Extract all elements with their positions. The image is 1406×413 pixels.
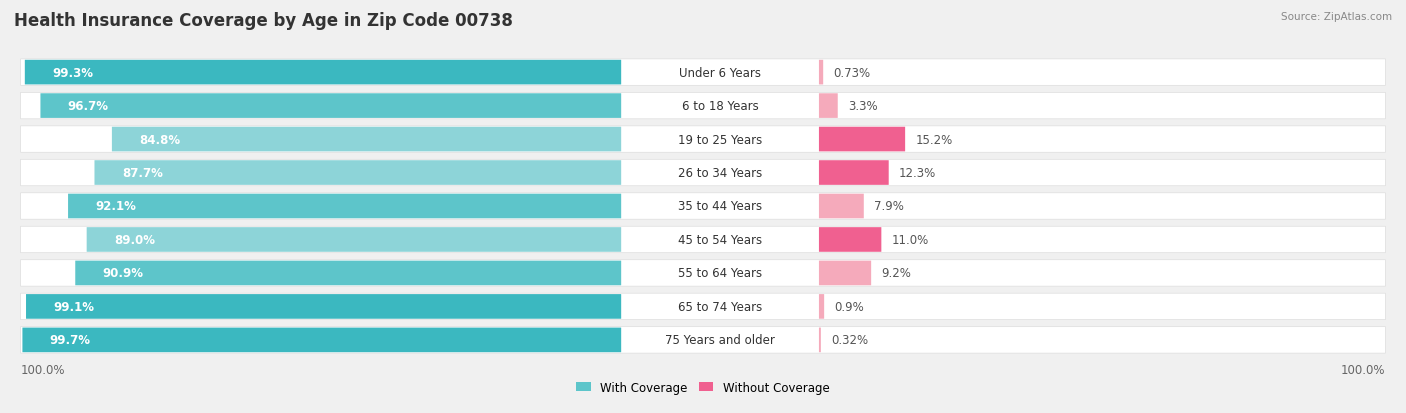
FancyBboxPatch shape — [21, 193, 1385, 220]
Text: 84.8%: 84.8% — [139, 133, 180, 146]
FancyBboxPatch shape — [21, 60, 1385, 86]
Text: 0.32%: 0.32% — [831, 334, 868, 347]
FancyBboxPatch shape — [112, 128, 621, 152]
Text: 19 to 25 Years: 19 to 25 Years — [678, 133, 762, 146]
FancyBboxPatch shape — [818, 294, 824, 319]
FancyBboxPatch shape — [818, 261, 872, 285]
FancyBboxPatch shape — [27, 294, 621, 319]
FancyBboxPatch shape — [94, 161, 621, 185]
Text: 9.2%: 9.2% — [882, 267, 911, 280]
FancyBboxPatch shape — [818, 94, 838, 119]
Text: 55 to 64 Years: 55 to 64 Years — [678, 267, 762, 280]
FancyBboxPatch shape — [21, 327, 1385, 353]
Text: Source: ZipAtlas.com: Source: ZipAtlas.com — [1281, 12, 1392, 22]
FancyBboxPatch shape — [21, 294, 1385, 320]
Text: 35 to 44 Years: 35 to 44 Years — [678, 200, 762, 213]
Text: 99.7%: 99.7% — [49, 334, 91, 347]
Text: 15.2%: 15.2% — [915, 133, 952, 146]
Text: 7.9%: 7.9% — [875, 200, 904, 213]
FancyBboxPatch shape — [818, 194, 863, 219]
FancyBboxPatch shape — [21, 260, 1385, 287]
Text: 12.3%: 12.3% — [898, 166, 936, 180]
Text: 3.3%: 3.3% — [848, 100, 877, 113]
Text: 92.1%: 92.1% — [96, 200, 136, 213]
FancyBboxPatch shape — [21, 126, 1385, 153]
Text: 75 Years and older: 75 Years and older — [665, 334, 775, 347]
Text: 100.0%: 100.0% — [1341, 363, 1385, 376]
FancyBboxPatch shape — [76, 261, 621, 285]
FancyBboxPatch shape — [21, 93, 1385, 119]
FancyBboxPatch shape — [818, 161, 889, 185]
FancyBboxPatch shape — [818, 328, 821, 352]
FancyBboxPatch shape — [818, 61, 823, 85]
Text: 87.7%: 87.7% — [122, 166, 163, 180]
Text: 45 to 54 Years: 45 to 54 Years — [678, 233, 762, 247]
FancyBboxPatch shape — [21, 227, 1385, 253]
Text: Under 6 Years: Under 6 Years — [679, 66, 761, 79]
Text: Health Insurance Coverage by Age in Zip Code 00738: Health Insurance Coverage by Age in Zip … — [14, 12, 513, 30]
Text: 89.0%: 89.0% — [114, 233, 155, 247]
FancyBboxPatch shape — [22, 328, 621, 352]
Text: 99.3%: 99.3% — [52, 66, 93, 79]
FancyBboxPatch shape — [67, 194, 621, 219]
Text: 100.0%: 100.0% — [21, 363, 65, 376]
Text: 11.0%: 11.0% — [891, 233, 929, 247]
FancyBboxPatch shape — [818, 128, 905, 152]
FancyBboxPatch shape — [21, 160, 1385, 186]
Text: 26 to 34 Years: 26 to 34 Years — [678, 166, 762, 180]
Legend: With Coverage, Without Coverage: With Coverage, Without Coverage — [572, 376, 834, 399]
FancyBboxPatch shape — [87, 228, 621, 252]
FancyBboxPatch shape — [25, 61, 621, 85]
Text: 65 to 74 Years: 65 to 74 Years — [678, 300, 762, 313]
Text: 6 to 18 Years: 6 to 18 Years — [682, 100, 758, 113]
Text: 0.73%: 0.73% — [834, 66, 870, 79]
FancyBboxPatch shape — [41, 94, 621, 119]
FancyBboxPatch shape — [818, 228, 882, 252]
Text: 99.1%: 99.1% — [53, 300, 94, 313]
Text: 96.7%: 96.7% — [67, 100, 108, 113]
Text: 90.9%: 90.9% — [103, 267, 143, 280]
Text: 0.9%: 0.9% — [834, 300, 865, 313]
